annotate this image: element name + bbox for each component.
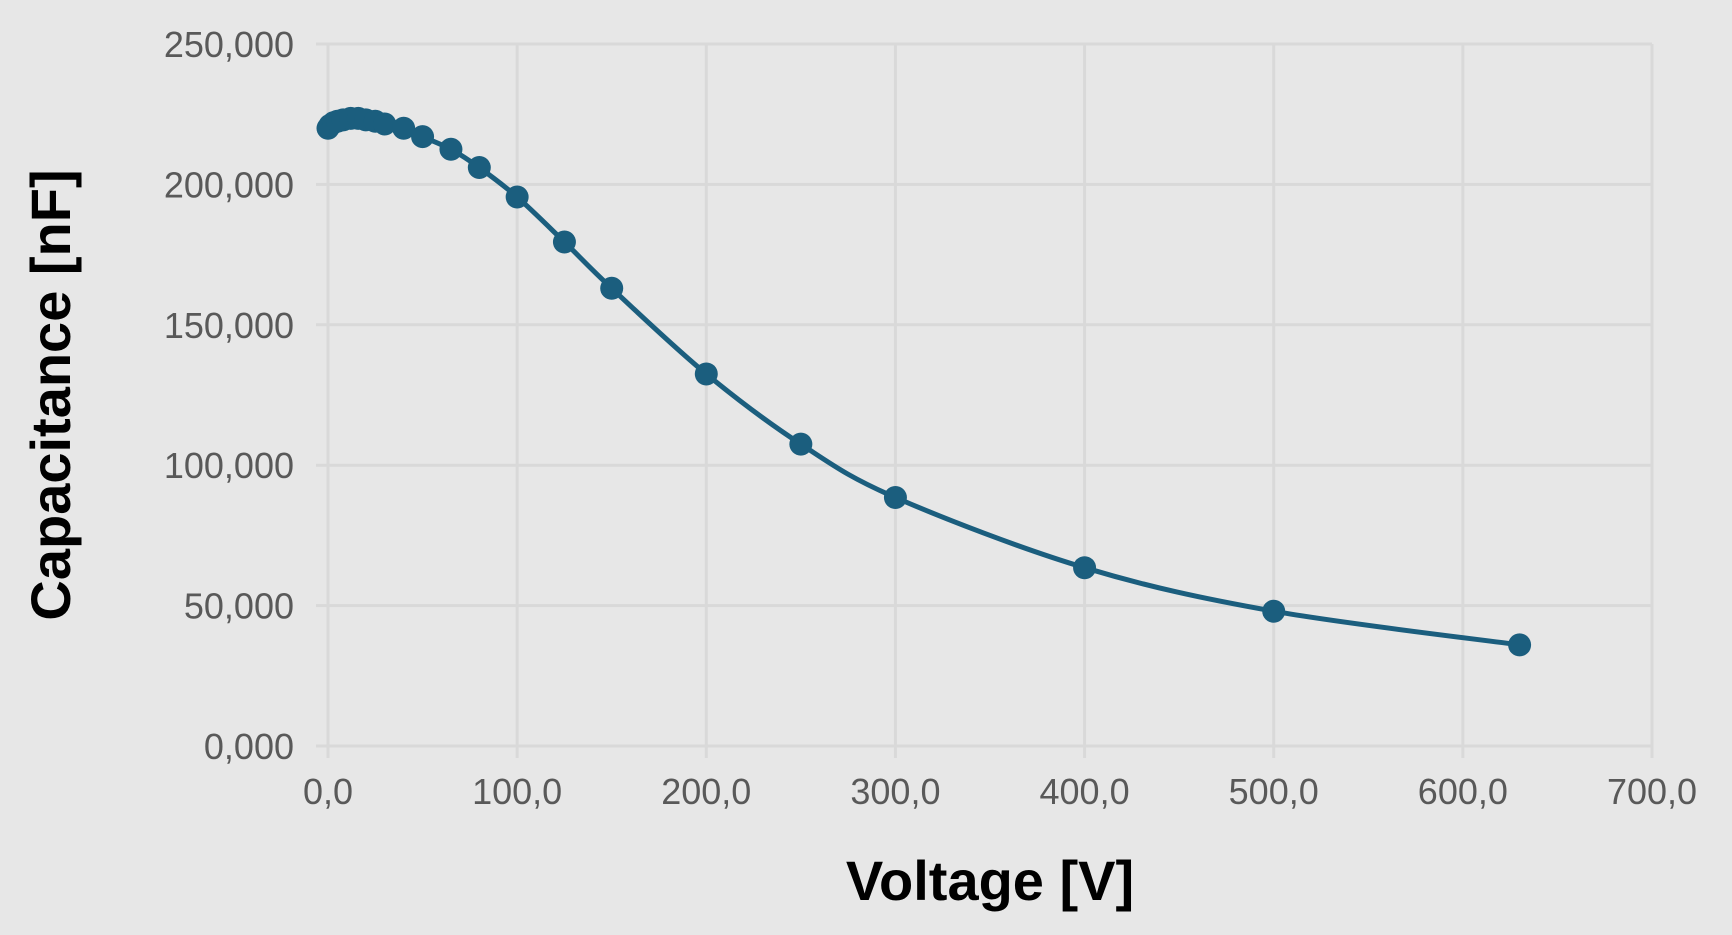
x-tick-label: 400,0	[1040, 771, 1130, 812]
x-tick-label: 300,0	[850, 771, 940, 812]
data-point	[505, 185, 529, 209]
x-tick-label: 0,0	[303, 771, 353, 812]
x-tick-label: 200,0	[661, 771, 751, 812]
x-tick-label: 500,0	[1229, 771, 1319, 812]
y-tick-label: 100,000	[164, 445, 294, 486]
y-axis-title: Capacitance [nF]	[19, 169, 82, 620]
x-tick-label: 100,0	[472, 771, 562, 812]
label-layer: Voltage [V] Capacitance [nF]	[19, 169, 1134, 912]
x-tick-label: 700,0	[1607, 771, 1697, 812]
data-point	[439, 137, 463, 161]
data-point	[600, 276, 624, 300]
axis-layer: 0,000 50,000 100,000 150,000 200,000 250,000 0…	[164, 24, 1697, 812]
grid-layer	[316, 42, 1654, 758]
y-tick-label: 200,000	[164, 164, 294, 205]
data-point	[1508, 633, 1532, 657]
y-tick-label: 250,000	[164, 24, 294, 65]
y-tick-label: 50,000	[184, 586, 294, 627]
data-point	[1073, 556, 1097, 580]
data-point	[694, 362, 718, 386]
data-point	[392, 116, 416, 140]
data-point	[552, 230, 576, 254]
y-tick-label: 150,000	[164, 305, 294, 346]
data-point	[411, 125, 435, 149]
data-point	[373, 112, 397, 136]
data-point	[467, 156, 491, 180]
series-layer	[316, 106, 1532, 657]
x-axis-title: Voltage [V]	[846, 849, 1134, 912]
y-tick-label: 0,000	[204, 726, 294, 767]
data-point	[1262, 599, 1286, 623]
x-tick-label: 600,0	[1418, 771, 1508, 812]
data-point	[789, 432, 813, 456]
data-point	[883, 485, 907, 509]
